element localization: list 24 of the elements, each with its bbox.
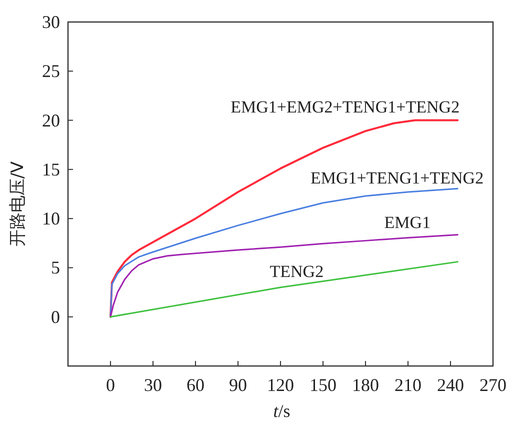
y-tick-label: 0 [51,306,60,327]
x-axis-title: t/s [273,401,290,421]
x-tick-label: 240 [437,375,464,395]
x-tick-label: 210 [394,375,422,395]
x-tick-label: 30 [144,375,162,395]
y-axis-title: 开路电压/V [8,160,28,247]
series-label: TENG2 [270,262,324,281]
y-tick-label: 5 [51,258,60,278]
x-tick-label: 270 [480,375,506,395]
x-tick-label: 60 [186,375,204,395]
x-tick-label: 90 [229,375,247,395]
y-tick-label: 10 [42,208,60,229]
y-tick-label: 25 [42,61,60,82]
x-tick-label: 180 [352,375,379,395]
series-label: EMG1 [384,212,431,232]
series-label: EMG1+TENG1+TENG2 [310,168,484,188]
y-tick-label: 15 [42,159,60,180]
y-tick-label: 30 [42,12,60,32]
x-tick-label: 150 [310,375,336,395]
series-label: EMG1+EMG2+TENG1+TENG2 [230,97,460,116]
x-tick-label: 120 [267,375,294,395]
x-tick-label: 0 [106,375,115,395]
y-tick-label: 20 [42,110,60,130]
line-series [110,234,458,318]
